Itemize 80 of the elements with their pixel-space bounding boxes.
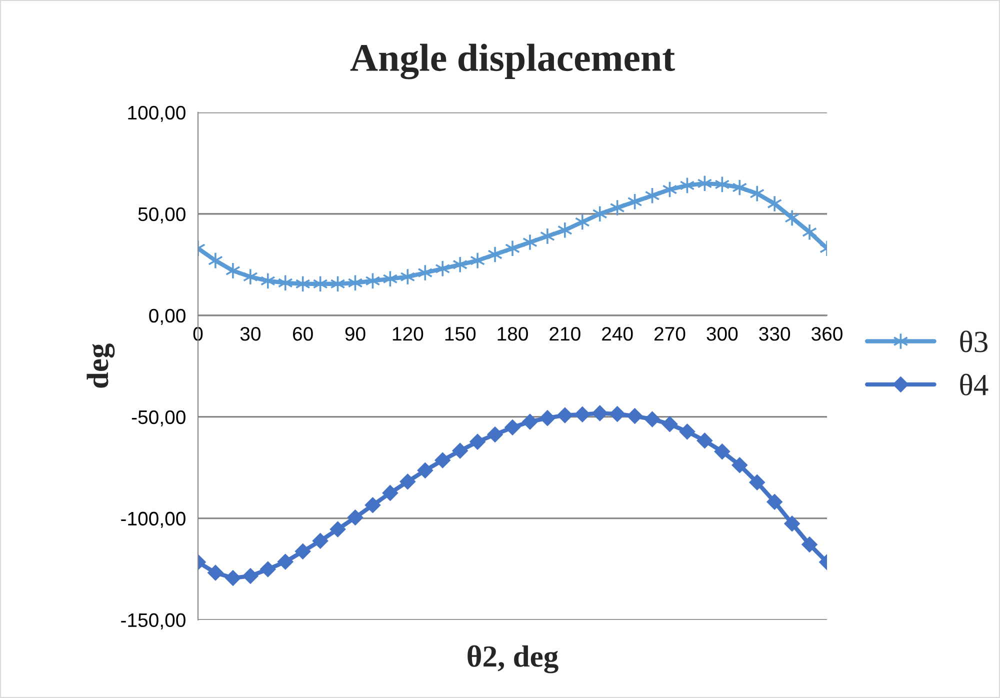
x-tick-label: 270 bbox=[654, 326, 686, 341]
point bbox=[434, 452, 450, 468]
point bbox=[750, 185, 765, 202]
x-axis-title: θ2, deg bbox=[468, 645, 558, 674]
x-tick-label: 330 bbox=[759, 326, 790, 341]
point bbox=[522, 234, 538, 251]
point bbox=[522, 414, 538, 430]
point bbox=[470, 252, 486, 270]
point bbox=[749, 474, 765, 490]
legend-label: θ4 bbox=[960, 374, 988, 396]
y-tick-label: 0,00 bbox=[149, 308, 186, 325]
point bbox=[784, 209, 800, 226]
x-tick-label: 30 bbox=[240, 326, 260, 341]
point bbox=[504, 240, 520, 257]
point bbox=[592, 405, 608, 421]
y-axis-title: deg bbox=[86, 343, 115, 388]
x-tick-label: 120 bbox=[392, 326, 424, 341]
point bbox=[488, 246, 503, 264]
point bbox=[208, 564, 224, 581]
point bbox=[574, 213, 590, 231]
point bbox=[574, 406, 590, 422]
point bbox=[260, 562, 276, 578]
point bbox=[382, 485, 398, 501]
y-tick-label: 50,00 bbox=[138, 207, 186, 224]
point bbox=[540, 228, 555, 245]
point bbox=[610, 406, 626, 422]
point bbox=[364, 497, 380, 513]
chart-title: Angle displacement bbox=[350, 44, 675, 80]
point bbox=[347, 510, 364, 526]
point bbox=[592, 205, 608, 222]
y-tick-label: -50,00 bbox=[132, 410, 186, 426]
point bbox=[242, 568, 258, 584]
x-tick-label: 210 bbox=[550, 326, 580, 341]
x-tick-label: 300 bbox=[706, 326, 738, 341]
x-tick-label: 180 bbox=[498, 326, 528, 341]
x-tick-label: 240 bbox=[602, 326, 633, 341]
legend-label: θ3 bbox=[960, 330, 988, 352]
point bbox=[732, 178, 748, 196]
point bbox=[400, 474, 416, 490]
point bbox=[557, 222, 572, 239]
point bbox=[330, 522, 346, 538]
point bbox=[242, 268, 258, 286]
point bbox=[732, 457, 748, 473]
point bbox=[418, 264, 433, 282]
point bbox=[802, 536, 818, 552]
point bbox=[312, 533, 328, 549]
point bbox=[452, 256, 468, 274]
point bbox=[470, 434, 486, 450]
x-tick-label: 360 bbox=[812, 326, 842, 341]
point bbox=[696, 432, 712, 448]
y-tick-label: -150,00 bbox=[121, 613, 186, 630]
point bbox=[417, 462, 433, 478]
point bbox=[644, 412, 660, 428]
point bbox=[504, 420, 520, 436]
point bbox=[452, 442, 468, 459]
point bbox=[540, 410, 556, 426]
point bbox=[260, 272, 276, 290]
point bbox=[435, 260, 450, 278]
point bbox=[225, 262, 240, 280]
point bbox=[278, 554, 294, 570]
x-tick-label: 90 bbox=[345, 326, 366, 341]
y-tick-label: 100,00 bbox=[128, 106, 186, 122]
point bbox=[208, 252, 223, 270]
point bbox=[714, 444, 730, 460]
point bbox=[766, 494, 782, 510]
point bbox=[225, 570, 241, 586]
point bbox=[487, 426, 503, 442]
point bbox=[767, 195, 782, 212]
point bbox=[278, 274, 293, 292]
x-tick-label: 0 bbox=[193, 326, 203, 341]
point bbox=[802, 224, 818, 241]
point bbox=[295, 544, 311, 560]
point bbox=[784, 516, 800, 532]
y-tick-label: -100,00 bbox=[121, 512, 186, 528]
point bbox=[627, 408, 643, 424]
point bbox=[557, 407, 573, 423]
point bbox=[662, 416, 678, 432]
x-tick-label: 60 bbox=[293, 326, 313, 341]
point bbox=[679, 424, 695, 440]
x-tick-label: 150 bbox=[445, 326, 476, 341]
